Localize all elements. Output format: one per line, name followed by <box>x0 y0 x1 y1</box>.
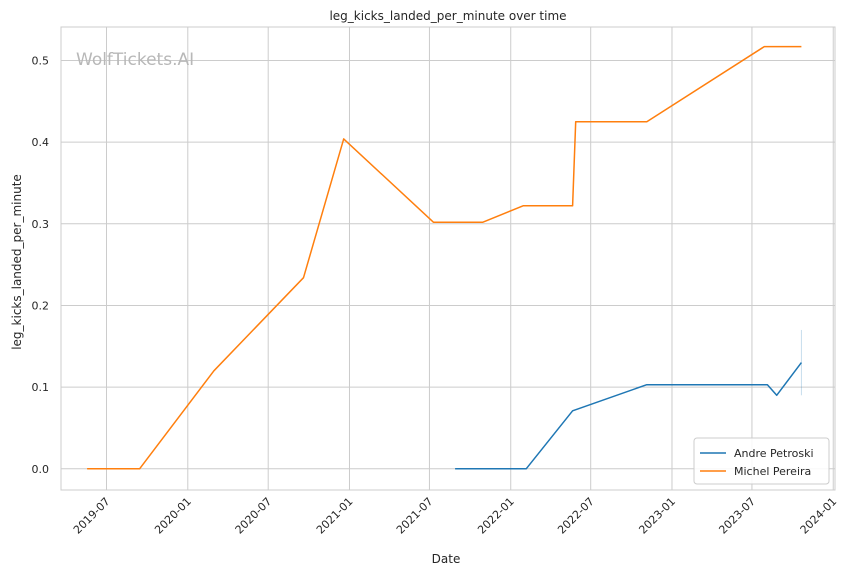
x-tick-label: 2020-01 <box>152 495 194 537</box>
y-tick-labels: 0.0 0.1 0.2 0.3 0.4 0.5 <box>32 54 50 475</box>
x-tick-label: 2020-07 <box>233 495 275 537</box>
series-layer <box>87 45 802 470</box>
y-tick-label: 0.3 <box>32 218 50 231</box>
grid <box>61 27 835 490</box>
x-tick-label: 2021-01 <box>314 495 356 537</box>
chart-title: leg_kicks_landed_per_minute over time <box>329 9 566 23</box>
x-tick-label: 2021-07 <box>394 495 436 537</box>
legend-label: Andre Petroski <box>734 447 814 460</box>
x-tick-label: 2024-01 <box>798 495 840 537</box>
y-tick-label: 0.1 <box>32 381 50 394</box>
x-tick-label: 2022-07 <box>555 495 597 537</box>
x-tick-label: 2023-07 <box>716 495 758 537</box>
x-tick-label: 2019-07 <box>71 495 113 537</box>
plot-frame <box>60 26 836 491</box>
x-tick-label: 2023-01 <box>636 495 678 537</box>
x-tick-label: 2022-01 <box>475 495 517 537</box>
legend: Andre Petroski Michel Pereira <box>693 437 830 485</box>
y-tick-label: 0.2 <box>32 299 50 312</box>
watermark: WolfTickets.AI <box>76 50 194 70</box>
y-axis-title: leg_kicks_landed_per_minute <box>10 174 24 350</box>
x-tick-labels: 2019-07 2020-01 2020-07 2021-01 2021-07 2022-… <box>71 495 839 537</box>
y-tick-label: 0.0 <box>32 463 50 476</box>
y-tick-label: 0.4 <box>32 136 50 149</box>
y-tick-label: 0.5 <box>32 54 50 67</box>
legend-box <box>693 437 830 485</box>
series-line-1 <box>87 45 802 470</box>
series-line-0 <box>455 362 802 470</box>
legend-label: Michel Pereira <box>734 465 811 478</box>
x-axis-title: Date <box>432 552 461 566</box>
